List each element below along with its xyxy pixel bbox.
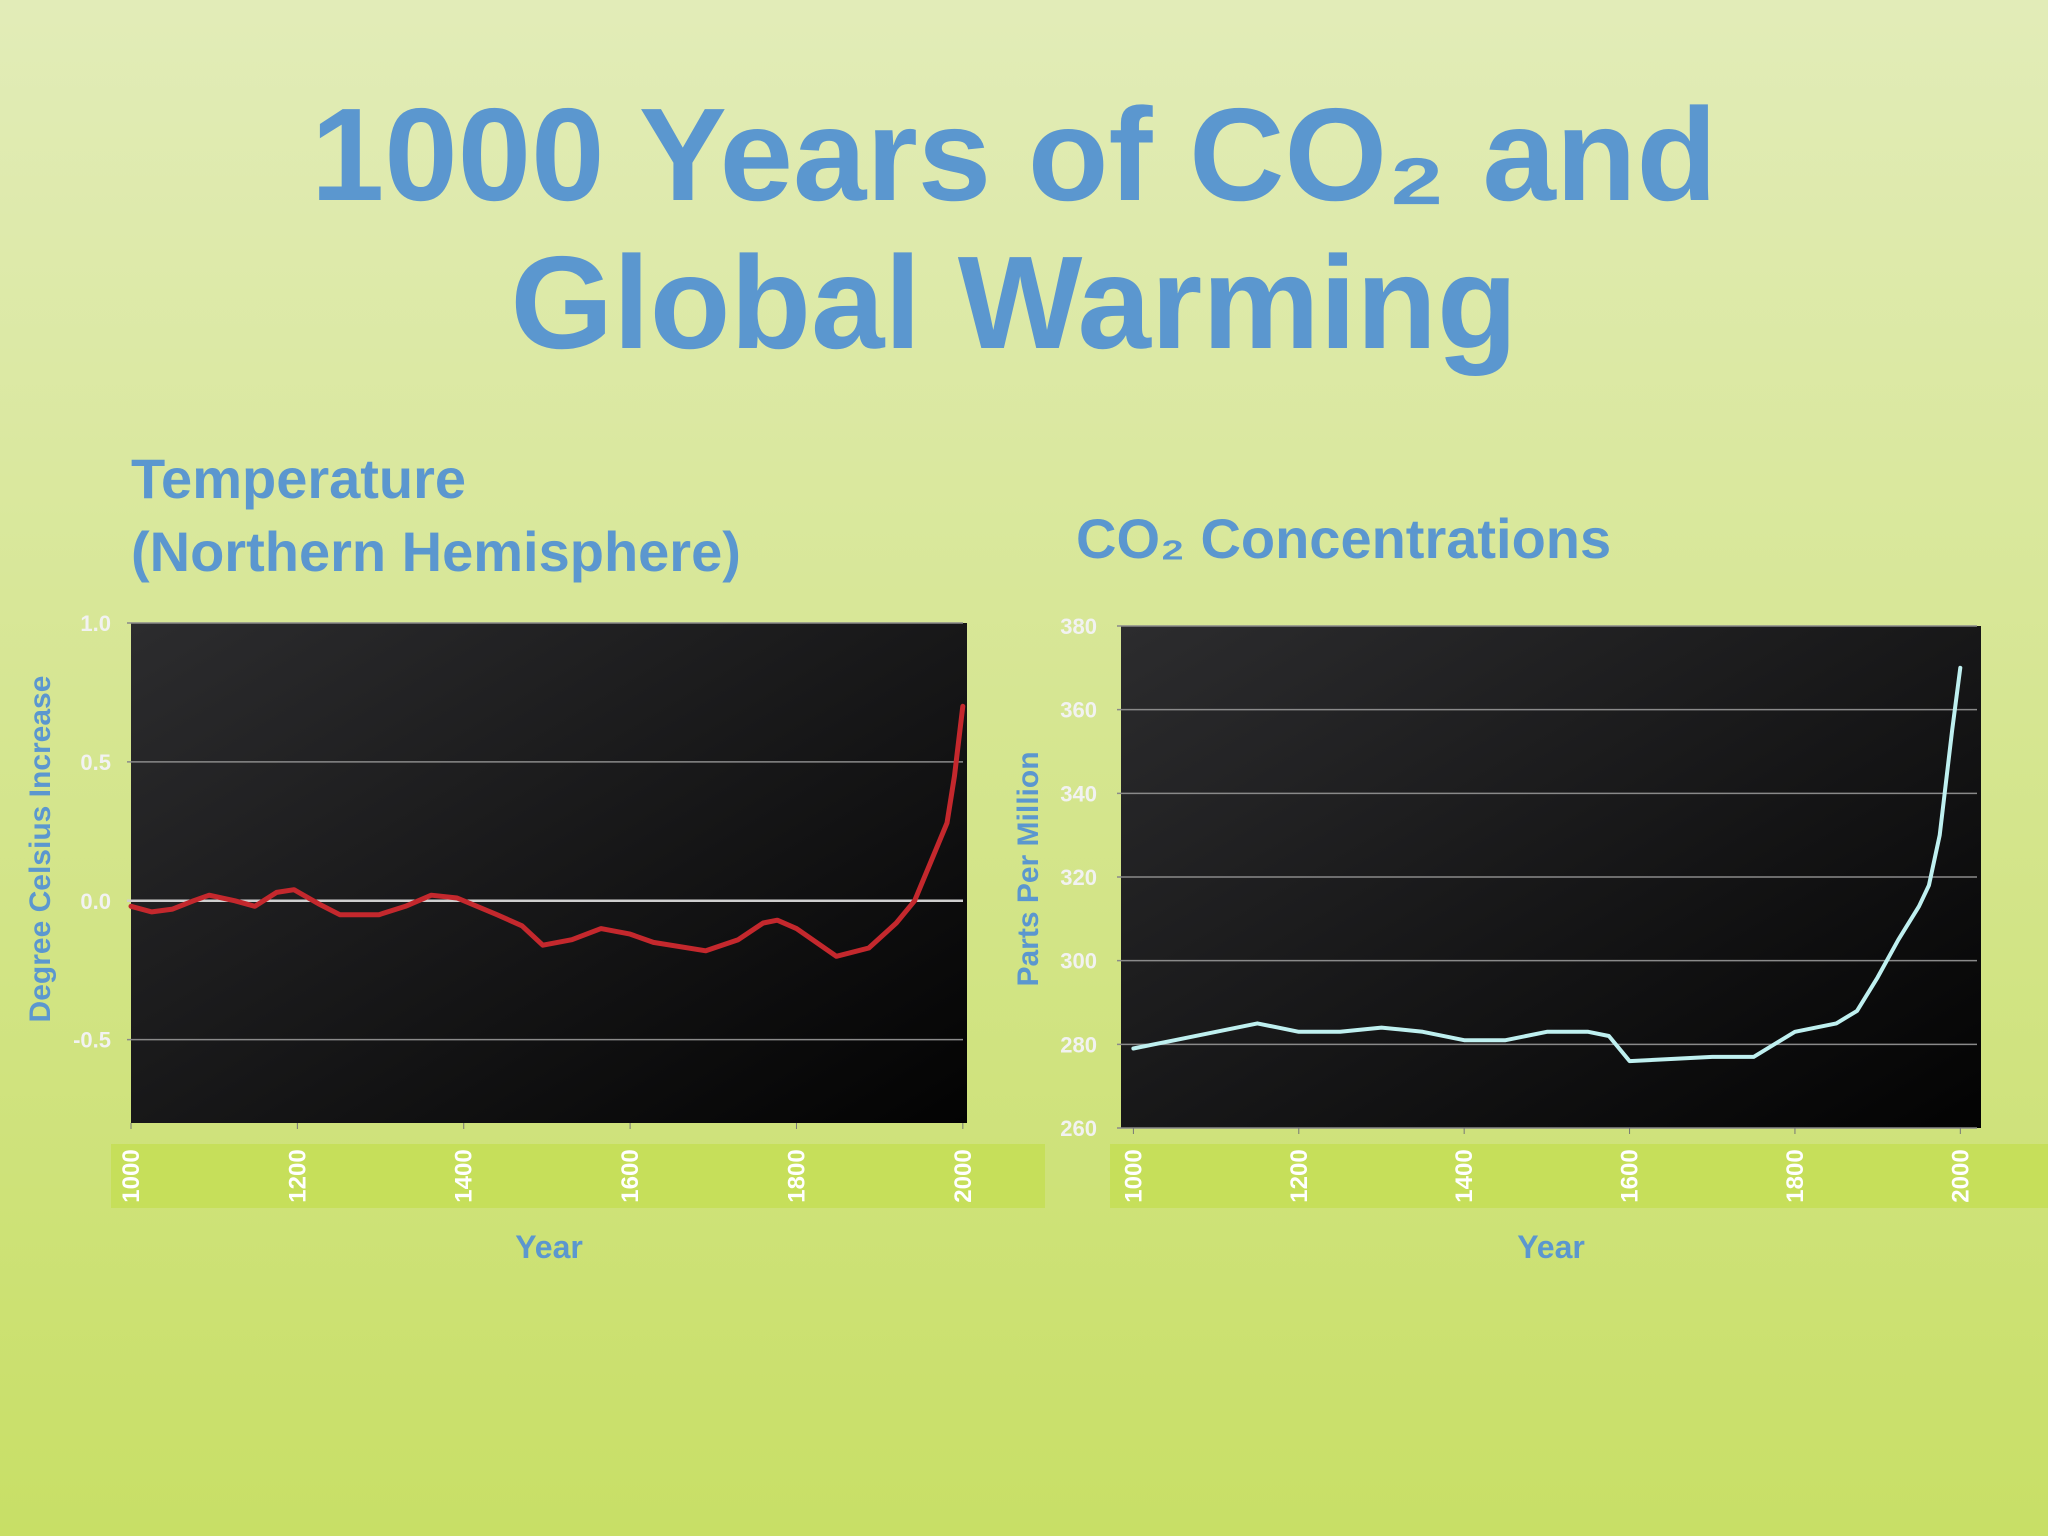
y-tick-label: -0.5 — [73, 1028, 111, 1053]
y-tick-label: 0.0 — [80, 889, 111, 914]
x-tick-label: 1800 — [1782, 1149, 1809, 1202]
x-axis-title: Year — [1517, 1229, 1585, 1265]
x-tick-label: 1400 — [1451, 1149, 1478, 1202]
y-tick-label: 380 — [1060, 614, 1097, 639]
y-tick-label: 0.5 — [80, 750, 111, 775]
x-tick-label: 2000 — [950, 1149, 977, 1202]
y-tick-label: 300 — [1060, 949, 1097, 974]
chart-title: CO₂ Concentrations — [1076, 507, 1611, 570]
x-tick-label: 1600 — [1617, 1149, 1644, 1202]
y-tick-label: 320 — [1060, 865, 1097, 890]
y-tick-label: 340 — [1060, 781, 1097, 806]
plot-area — [131, 623, 967, 1123]
x-tick-label: 2000 — [1947, 1149, 1974, 1202]
y-tick-label: 360 — [1060, 698, 1097, 723]
x-tick-label: 1200 — [1286, 1149, 1313, 1202]
y-tick-label: 260 — [1060, 1116, 1097, 1141]
slide-title: Global Warming — [510, 229, 1517, 376]
x-tick-label: 1400 — [451, 1149, 478, 1202]
data-line — [1131, 665, 1963, 1064]
x-tick-label: 1600 — [617, 1149, 644, 1202]
y-tick-label: 280 — [1060, 1032, 1097, 1057]
x-tick-label: 1200 — [284, 1149, 311, 1202]
chart-title: (Northern Hemisphere) — [131, 520, 741, 583]
x-tick-label: 1800 — [783, 1149, 810, 1202]
x-axis-title: Year — [515, 1229, 583, 1265]
y-axis-title: Degree Celsius Increase — [24, 676, 57, 1023]
slide-title: 1000 Years of CO₂ and — [311, 81, 1717, 228]
x-tick-label: 1000 — [1120, 1149, 1147, 1202]
tick-band — [1110, 1144, 2048, 1208]
tick-band — [111, 1144, 1045, 1208]
chart-title: Temperature — [131, 447, 466, 510]
y-axis-title: Parts Per Million — [1012, 751, 1045, 986]
x-tick-label: 1000 — [118, 1149, 145, 1202]
y-tick-label: 1.0 — [80, 611, 111, 636]
data-line — [128, 703, 966, 959]
